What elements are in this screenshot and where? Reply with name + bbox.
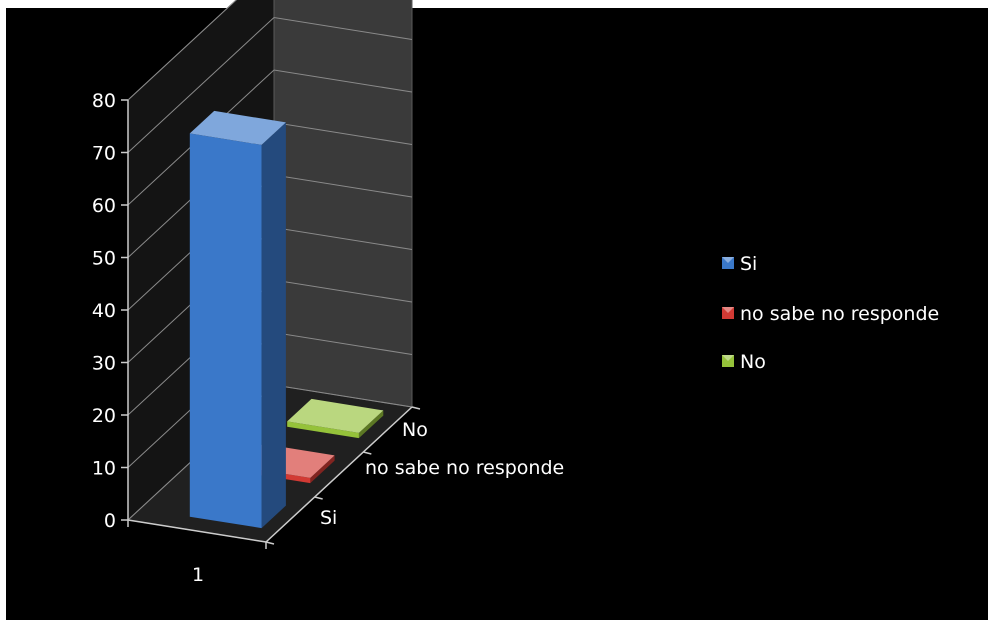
depth-tick-3 — [411, 406, 421, 410]
y-tick-label-80: 80 — [92, 90, 116, 112]
legend-label: Si — [740, 253, 757, 275]
y-tick-label-0: 0 — [104, 510, 116, 532]
gridline-80 — [127, 0, 237, 101]
bar-side — [358, 410, 384, 439]
y-tick-label-50: 50 — [92, 248, 116, 270]
bar-top — [189, 110, 286, 145]
legend-swatch-highlight — [722, 355, 734, 361]
legend-item-2: No — [722, 351, 766, 373]
y-tick-label-10: 10 — [92, 458, 116, 480]
bar-si — [189, 110, 286, 529]
x-category-label: 1 — [192, 564, 204, 586]
depth-tick-2 — [363, 451, 372, 455]
y-tick-label-30: 30 — [92, 353, 116, 375]
y-tick-label-70: 70 — [92, 143, 116, 165]
legend-swatch-highlight — [722, 307, 734, 313]
chart-labels: 0 10 20 30 40 50 60 70 80 1 Si no sabe no responde N… — [92, 90, 564, 586]
chart-bars — [189, 110, 384, 529]
chart-legend: Si no sabe no responde No — [722, 253, 939, 373]
back-wall — [273, 0, 413, 408]
depth-tick-1 — [314, 496, 323, 500]
legend-label: no sabe no responde — [740, 303, 939, 325]
x-axis-line — [127, 519, 267, 543]
bar-front — [287, 421, 359, 439]
legend-item-1: no sabe no responde — [722, 303, 939, 325]
depth-label-2: No — [402, 419, 428, 441]
legend-label: No — [740, 351, 766, 373]
y-tick-label-60: 60 — [92, 195, 116, 217]
legend-swatch-highlight — [722, 257, 734, 263]
depth-label-0: Si — [320, 507, 337, 529]
bar-top — [287, 398, 384, 433]
bar-no — [287, 398, 384, 439]
gridline-70 — [127, 16, 413, 153]
bar-front — [189, 133, 262, 529]
chart-axes — [121, 99, 421, 549]
depth-label-1: no sabe no responde — [365, 457, 564, 479]
depth-axis-line — [265, 406, 413, 543]
legend-item-0: Si — [722, 253, 757, 275]
depth-tick-0 — [265, 541, 275, 545]
gridline-60 — [127, 69, 413, 206]
y-tick-label-40: 40 — [92, 300, 116, 322]
bar-side — [310, 455, 335, 484]
y-tick-label-20: 20 — [92, 405, 116, 427]
bar-side — [261, 122, 286, 529]
